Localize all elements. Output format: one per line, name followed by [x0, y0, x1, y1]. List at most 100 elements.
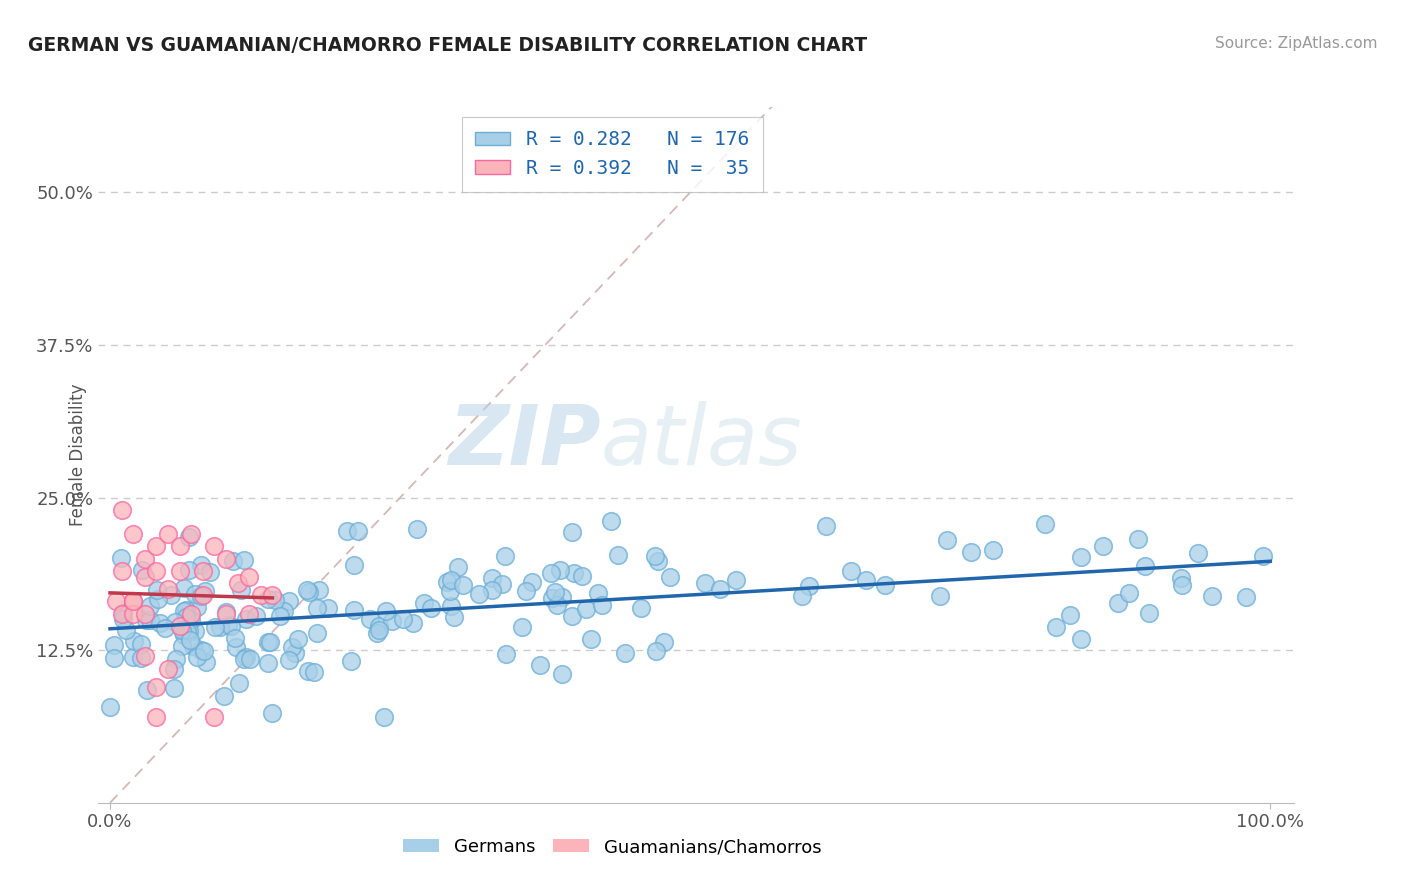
Point — [339, 654, 361, 668]
Point — [122, 650, 145, 665]
Legend: Germans, Guamanians/Chamorros: Germans, Guamanians/Chamorros — [396, 831, 828, 863]
Point — [439, 583, 461, 598]
Point — [548, 563, 571, 577]
Point — [515, 583, 537, 598]
Point — [451, 578, 474, 592]
Point — [111, 607, 134, 621]
Point — [145, 710, 167, 724]
Point — [645, 644, 668, 658]
Point — [839, 564, 862, 578]
Point — [238, 570, 260, 584]
Point — [564, 566, 586, 580]
Point — [190, 643, 212, 657]
Point — [134, 551, 156, 566]
Point — [157, 582, 180, 597]
Point — [129, 651, 152, 665]
Point — [172, 623, 194, 637]
Point — [613, 646, 636, 660]
Point — [607, 548, 630, 562]
Point — [440, 574, 463, 588]
Point — [591, 598, 613, 612]
Point — [157, 527, 180, 541]
Point — [145, 680, 167, 694]
Point — [281, 640, 304, 654]
Point — [1128, 532, 1150, 546]
Point — [343, 603, 366, 617]
Point — [163, 615, 186, 629]
Point — [375, 604, 398, 618]
Point — [599, 514, 621, 528]
Point — [262, 706, 284, 720]
Point — [392, 612, 415, 626]
Point — [131, 637, 153, 651]
Point — [229, 583, 252, 598]
Point — [960, 545, 983, 559]
Point — [145, 582, 167, 597]
Point — [215, 551, 238, 566]
Point — [259, 635, 281, 649]
Point — [709, 582, 731, 597]
Point — [228, 676, 250, 690]
Point — [194, 584, 217, 599]
Point — [546, 599, 568, 613]
Point — [443, 610, 465, 624]
Point — [184, 587, 207, 601]
Point — [543, 585, 565, 599]
Point — [235, 650, 257, 665]
Point — [180, 613, 202, 627]
Point — [366, 626, 388, 640]
Point — [115, 624, 138, 638]
Point — [198, 565, 221, 579]
Point — [173, 628, 195, 642]
Point — [250, 588, 273, 602]
Point — [799, 579, 821, 593]
Point — [561, 609, 583, 624]
Point — [262, 588, 284, 602]
Point — [181, 640, 204, 654]
Point — [222, 554, 245, 568]
Point — [103, 638, 125, 652]
Point — [436, 574, 458, 589]
Point — [420, 601, 443, 615]
Point — [1133, 558, 1156, 573]
Point — [413, 596, 436, 610]
Point — [529, 658, 551, 673]
Point — [652, 635, 675, 649]
Point — [495, 647, 517, 661]
Point — [373, 710, 395, 724]
Point — [983, 542, 1005, 557]
Point — [98, 699, 121, 714]
Point — [790, 589, 813, 603]
Point — [307, 601, 329, 615]
Point — [481, 582, 503, 597]
Point — [298, 585, 321, 599]
Point — [278, 653, 301, 667]
Point — [104, 594, 127, 608]
Point — [359, 612, 381, 626]
Point — [163, 662, 186, 676]
Point — [302, 665, 325, 679]
Point — [214, 689, 236, 703]
Point — [176, 625, 198, 640]
Point — [550, 590, 572, 604]
Point — [1137, 606, 1160, 620]
Point — [381, 615, 404, 629]
Y-axis label: Female Disability: Female Disability — [69, 384, 87, 526]
Point — [541, 591, 564, 606]
Point — [224, 631, 246, 645]
Point — [1118, 586, 1140, 600]
Point — [571, 568, 593, 582]
Point — [405, 522, 427, 536]
Point — [440, 599, 463, 614]
Point — [180, 527, 202, 541]
Point — [579, 632, 602, 646]
Point — [165, 651, 187, 665]
Point — [1234, 590, 1257, 604]
Point — [551, 667, 574, 681]
Point — [512, 620, 534, 634]
Point — [1092, 539, 1115, 553]
Point — [402, 616, 425, 631]
Point — [169, 540, 191, 554]
Point — [193, 644, 215, 658]
Point — [215, 607, 238, 621]
